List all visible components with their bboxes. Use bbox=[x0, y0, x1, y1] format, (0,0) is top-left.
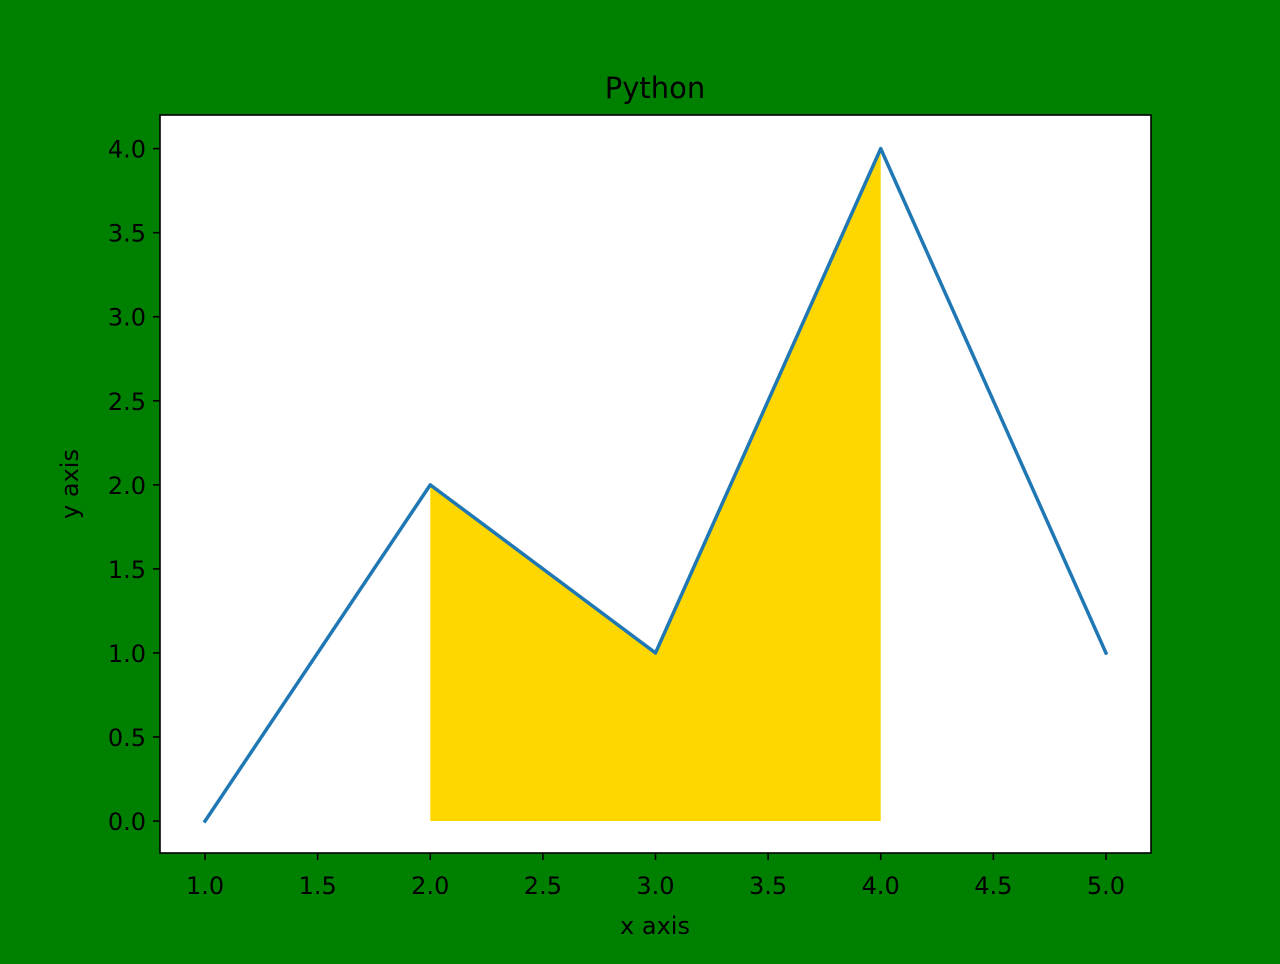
y-tick-label: 3.0 bbox=[108, 304, 146, 332]
x-tick-label: 3.0 bbox=[636, 872, 674, 900]
x-axis: 1.0 1.5 2.0 2.5 3.0 3.5 4.0 4.5 5.0 bbox=[186, 853, 1125, 900]
y-tick-label: 0.5 bbox=[108, 724, 146, 752]
x-tick-label: 4.5 bbox=[974, 872, 1012, 900]
x-tick-label: 1.0 bbox=[186, 872, 224, 900]
y-tick-label: 3.5 bbox=[108, 220, 146, 248]
fill-layer bbox=[430, 148, 881, 822]
x-tick-label: 4.0 bbox=[862, 872, 900, 900]
y-tick-label: 2.5 bbox=[108, 388, 146, 416]
x-tick-label: 3.5 bbox=[749, 872, 787, 900]
y-tick-label: 0.0 bbox=[108, 808, 146, 836]
y-axis: 0.0 0.5 1.0 1.5 2.0 2.5 3.0 3.5 4.0 bbox=[108, 136, 160, 836]
y-tick-label: 4.0 bbox=[108, 136, 146, 164]
x-tick-label: 2.0 bbox=[411, 872, 449, 900]
line-layer bbox=[202, 146, 1109, 824]
x-axis-label: x axis bbox=[620, 912, 690, 940]
series-line-0 bbox=[202, 146, 1109, 824]
chart-title: Python bbox=[605, 71, 706, 105]
y-axis-label: y axis bbox=[56, 449, 84, 519]
x-tick-label: 2.5 bbox=[524, 872, 562, 900]
y-tick-label: 1.5 bbox=[108, 556, 146, 584]
y-tick-label: 1.0 bbox=[108, 640, 146, 668]
x-tick-label: 5.0 bbox=[1087, 872, 1125, 900]
x-tick-label: 1.5 bbox=[299, 872, 337, 900]
fill-between-area bbox=[430, 148, 881, 822]
y-tick-label: 2.0 bbox=[108, 472, 146, 500]
